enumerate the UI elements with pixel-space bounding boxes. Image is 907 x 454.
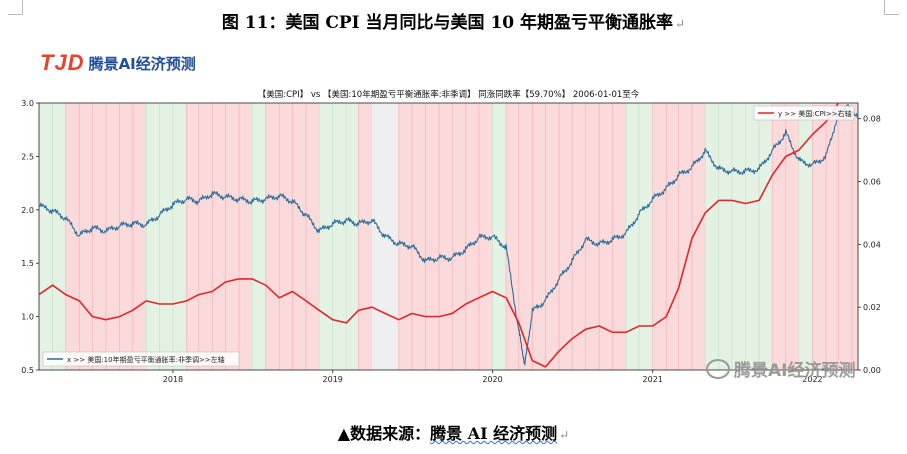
- wechat-icon: [706, 358, 730, 379]
- x-tick-label: 2020: [482, 375, 502, 384]
- source-prefix: ▲数据来源：: [337, 424, 431, 443]
- watermark-text: 腾景AI经济预测: [734, 361, 856, 381]
- logo-text: 腾景AI经济预测: [88, 54, 196, 73]
- shading-band: [812, 103, 858, 370]
- paragraph-mark: ↵: [675, 17, 686, 31]
- left-tick-label: 0.5: [21, 366, 34, 375]
- legend-left-label: x >> 美国:10年期盈亏平衡通胀率:非季调>>左轴: [67, 355, 225, 364]
- shading-band: [652, 103, 706, 370]
- series-line: [39, 104, 858, 366]
- chart-title: 【美国:CPI】 vs 【美国:10年期盈亏平衡通胀率:非季调】 同涨同跌率【5…: [258, 89, 640, 100]
- shading-band: [506, 103, 627, 370]
- shading-band: [186, 103, 253, 370]
- right-tick-label: 0.00: [863, 366, 881, 375]
- right-tick-label: 0.04: [863, 240, 881, 249]
- logo-mark: TJD: [40, 50, 85, 75]
- right-tick-label: 0.06: [863, 178, 881, 187]
- shading-band: [705, 103, 773, 370]
- shading-band: [398, 103, 493, 370]
- shading-band: [319, 103, 359, 370]
- shading-band: [798, 103, 813, 370]
- left-tick-label: 2.0: [21, 206, 34, 215]
- source-line: ▲数据来源：腾景 AI 经济预测 ↵: [0, 420, 907, 444]
- shading-band: [146, 103, 187, 370]
- plot-frame: [38, 102, 859, 371]
- x-tick-label: 2021: [643, 375, 663, 384]
- legend-right: y >> 美国:CPI>>右轴: [753, 105, 855, 121]
- source-name: 腾景 AI 经济预测: [430, 424, 558, 443]
- x-tick-label: 2018: [163, 375, 183, 384]
- figure-title: 图 11：美国 CPI 当月同比与美国 10 年期盈亏平衡通胀率 ↵: [0, 8, 907, 33]
- shading-band: [358, 103, 373, 370]
- left-tick-label: 2.5: [21, 152, 34, 161]
- shading-band: [372, 103, 399, 370]
- left-tick-label: 1.5: [21, 259, 34, 268]
- watermark: 腾景AI经济预测: [706, 356, 855, 381]
- right-tick-label: 0.08: [863, 115, 881, 124]
- series-group: [39, 103, 858, 368]
- page-corner-mark-right: [884, 0, 899, 15]
- right-tick-label: 0.02: [863, 303, 881, 312]
- shading-group: [39, 103, 858, 370]
- legend-right-label: y >> 美国:CPI>>右轴: [778, 109, 852, 118]
- legend-left-box: [42, 351, 240, 367]
- legend-left: x >> 美国:10年期盈亏平衡通胀率:非季调>>左轴: [42, 351, 240, 367]
- legend-right-box: [753, 105, 855, 121]
- company-logo: TJD 腾景AI经济预测: [40, 50, 196, 76]
- left-tick-label: 3.0: [21, 99, 34, 108]
- shading-band: [492, 103, 507, 370]
- x-tick-label: 2022: [802, 375, 822, 384]
- figure-title-text: 图 11：美国 CPI 当月同比与美国 10 年期盈亏平衡通胀率: [221, 13, 674, 33]
- left-tick-label: 1.0: [21, 313, 34, 322]
- page-corner-mark-left: [8, 0, 23, 15]
- chart: 【美国:CPI】 vs 【美国:10年期盈亏平衡通胀率:非季调】 同涨同跌率【5…: [21, 89, 881, 384]
- paragraph-mark-2: ↵: [559, 428, 570, 442]
- x-tick-label: 2019: [323, 375, 343, 384]
- series-line: [39, 103, 839, 368]
- shading-band: [252, 103, 266, 370]
